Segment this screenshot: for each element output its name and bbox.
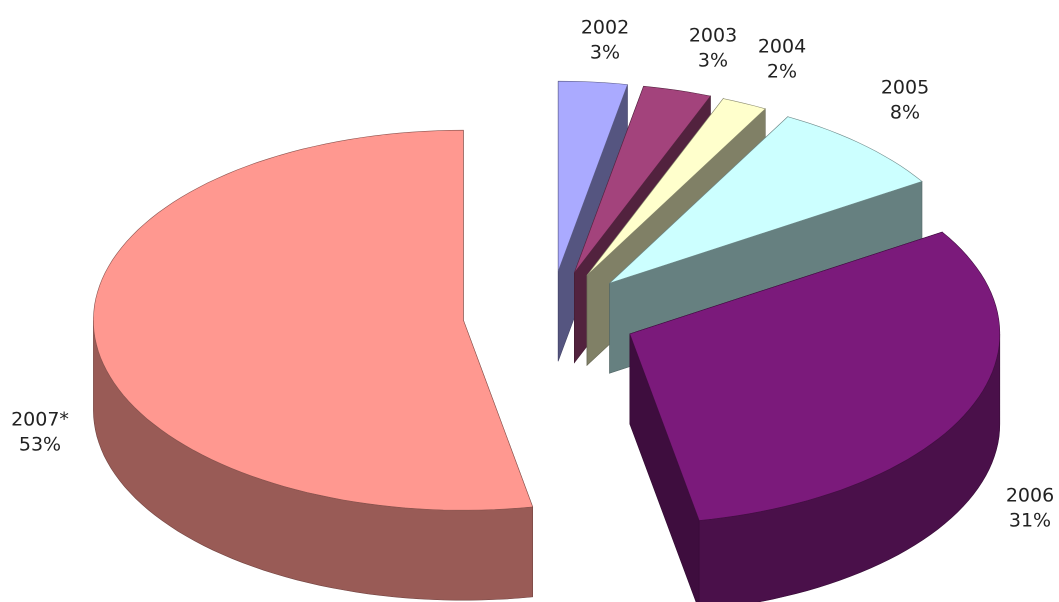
- slice: [609, 116, 923, 284]
- slice: [586, 98, 766, 276]
- slice-label: 2006: [1006, 485, 1054, 507]
- slice-value-label: 53%: [19, 434, 61, 456]
- slice-value-label: 3%: [698, 50, 728, 72]
- slice-label: 2002: [581, 17, 629, 39]
- slice-value-label: 8%: [890, 102, 920, 124]
- slice-label: 2004: [758, 36, 806, 58]
- slice: [557, 80, 628, 272]
- slice-label: 2003: [689, 25, 737, 47]
- slice: [574, 85, 712, 273]
- slice-value-label: 3%: [590, 42, 620, 64]
- slice-label: 2007*: [11, 409, 69, 431]
- slice-value-label: 31%: [1009, 510, 1051, 532]
- slice: [629, 231, 1001, 521]
- slice: [93, 129, 534, 511]
- slice-label: 2005: [881, 77, 929, 99]
- slice-value-label: 2%: [767, 61, 797, 83]
